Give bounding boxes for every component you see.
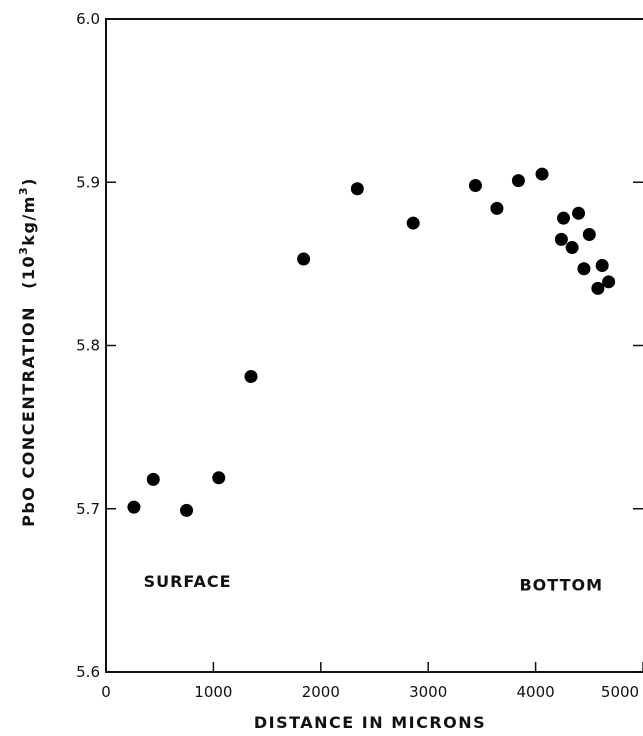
x-tick-label: 4000: [517, 683, 555, 701]
x-tick-labels: 0 1000 2000 3000 4000 5000: [101, 683, 639, 701]
y-axis-title-unit-exp: 3: [17, 246, 30, 255]
data-point: [535, 167, 549, 181]
data-point: [350, 182, 364, 196]
y-axis-title-main: PbO CONCENTRATION: [19, 306, 38, 527]
axis-ticks: [105, 18, 643, 673]
data-point: [490, 201, 504, 215]
data-point: [577, 262, 591, 276]
x-tick-label: 5000: [601, 683, 639, 701]
annotations: SURFACE BOTTOM: [144, 572, 603, 594]
y-axis-title-unit-close: ): [19, 177, 38, 186]
data-point: [595, 259, 609, 273]
data-point: [582, 227, 596, 241]
y-axis-title-unit-mid: kg/m: [19, 195, 38, 246]
data-point: [591, 281, 605, 295]
data-point: [557, 211, 571, 225]
y-axis-title: PbO CONCENTRATION (103kg/m3): [17, 177, 38, 527]
data-point: [511, 174, 525, 188]
x-tick-label: 0: [101, 683, 111, 701]
data-point: [146, 472, 160, 486]
x-tick-label: 3000: [409, 683, 447, 701]
y-tick-label: 5.8: [76, 337, 100, 355]
data-point: [572, 206, 586, 220]
data-point: [554, 232, 568, 246]
annotation-label: SURFACE: [144, 572, 232, 591]
y-tick-label: 5.6: [76, 663, 100, 681]
data-point: [297, 252, 311, 266]
annotation-label: BOTTOM: [519, 575, 603, 594]
data-points: [127, 167, 616, 517]
x-axis-title: DISTANCE IN MICRONS: [254, 713, 486, 732]
data-point: [212, 471, 226, 485]
y-axis-title-unit-open: (10: [19, 255, 38, 289]
data-point: [602, 275, 616, 289]
x-tick-label: 2000: [302, 683, 340, 701]
y-tick-label: 5.7: [76, 500, 100, 518]
data-point: [406, 216, 420, 230]
data-point: [244, 370, 258, 384]
data-point: [565, 241, 579, 255]
y-tick-label: 5.9: [76, 173, 100, 191]
data-point: [468, 179, 482, 193]
y-tick-labels: 5.6 5.7 5.8 5.9 6.0: [76, 10, 100, 681]
y-axis-title-unit-exp2: 3: [17, 186, 30, 195]
x-tick-label: 1000: [194, 683, 232, 701]
data-point: [180, 503, 194, 517]
data-point: [127, 500, 141, 514]
y-tick-label: 6.0: [76, 10, 100, 28]
